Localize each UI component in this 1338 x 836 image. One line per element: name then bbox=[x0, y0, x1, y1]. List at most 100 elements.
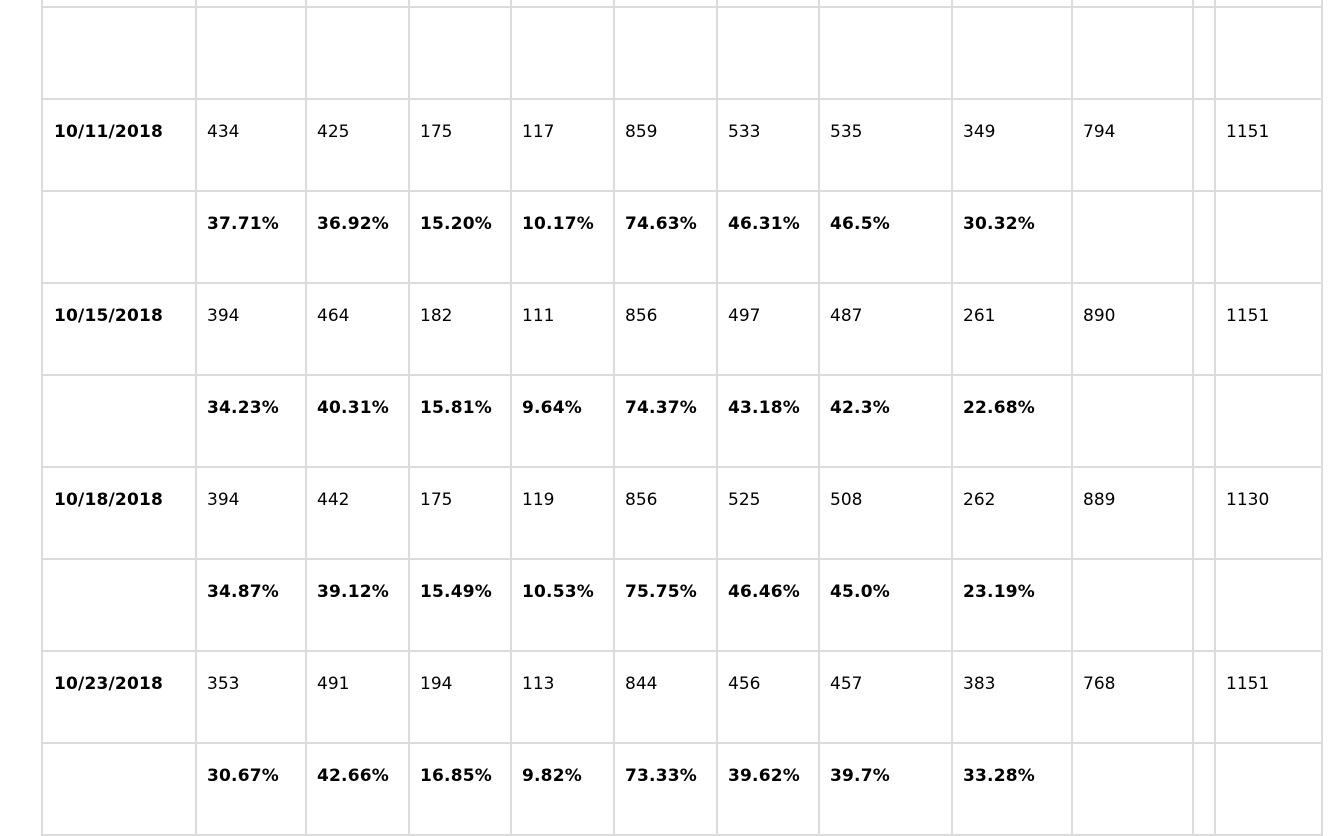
date-cell: 10/11/2018 bbox=[41, 98, 197, 192]
count-value: 175 bbox=[420, 490, 453, 510]
percent-value: 74.37% bbox=[625, 398, 698, 418]
count-value: 889 bbox=[1083, 490, 1116, 510]
count-cell: 890 bbox=[1071, 282, 1194, 376]
percent-value bbox=[963, 9, 1070, 30]
count-cell: 394 bbox=[195, 282, 307, 376]
percent-cell: 22.68% bbox=[951, 374, 1073, 468]
count-cell bbox=[1192, 466, 1216, 560]
empty-cell bbox=[1214, 742, 1323, 836]
count-value: 856 bbox=[625, 490, 658, 510]
percent-value: 42.3% bbox=[830, 398, 890, 418]
table-row-counts: 10/18/2018 394 442 175 119 856 525 508 262 889 113… bbox=[41, 466, 1323, 560]
percent-value: 74.63% bbox=[625, 214, 698, 234]
count-value: 394 bbox=[207, 490, 240, 510]
count-value: 859 bbox=[625, 122, 658, 142]
count-value: 1151 bbox=[1226, 306, 1270, 326]
count-value: 182 bbox=[420, 306, 453, 326]
count-value bbox=[1204, 469, 1213, 490]
count-cell: 856 bbox=[613, 282, 718, 376]
percent-cell: 46.31% bbox=[716, 190, 820, 284]
empty-cell bbox=[1214, 190, 1323, 284]
count-value bbox=[1204, 101, 1213, 122]
percent-value: 36.92% bbox=[317, 214, 390, 234]
table-row-counts: 10/15/2018 394 464 182 111 856 497 487 261 890 115… bbox=[41, 282, 1323, 376]
count-value: 1151 bbox=[1226, 122, 1270, 142]
percent-cell bbox=[818, 6, 953, 100]
percent-cell: 10.17% bbox=[510, 190, 615, 284]
table-row-percents bbox=[41, 6, 1323, 100]
count-cell bbox=[1214, 0, 1323, 8]
percent-cell: 34.23% bbox=[195, 374, 307, 468]
count-cell bbox=[305, 0, 410, 8]
table-row-percents: 34.87% 39.12% 15.49% 10.53% 75.75% 46.46% 45.0… bbox=[41, 558, 1323, 652]
percent-cell bbox=[510, 6, 615, 100]
count-cell: 794 bbox=[1071, 98, 1194, 192]
percent-cell: 23.19% bbox=[951, 558, 1073, 652]
percent-value: 40.31% bbox=[317, 398, 390, 418]
percent-value: 46.5% bbox=[830, 214, 890, 234]
count-cell: 442 bbox=[305, 466, 410, 560]
percent-value: 46.46% bbox=[728, 582, 801, 602]
data-table: 10/11/2018 434 425 175 117 859 533 535 349 794 115… bbox=[41, 0, 1323, 836]
percent-value: 34.87% bbox=[207, 582, 280, 602]
count-cell bbox=[716, 0, 820, 8]
percent-cell: 9.82% bbox=[510, 742, 615, 836]
percent-value bbox=[420, 9, 509, 30]
count-cell bbox=[951, 0, 1073, 8]
percent-cell: 15.20% bbox=[408, 190, 512, 284]
empty-cell bbox=[1192, 374, 1216, 468]
percent-value: 73.33% bbox=[625, 766, 698, 786]
count-value: 491 bbox=[317, 674, 350, 694]
count-value: 175 bbox=[420, 122, 453, 142]
percent-cell: 40.31% bbox=[305, 374, 410, 468]
percent-cell: 46.46% bbox=[716, 558, 820, 652]
count-cell: 859 bbox=[613, 98, 718, 192]
empty-date-cell bbox=[41, 190, 197, 284]
count-value: 111 bbox=[522, 306, 555, 326]
count-value: 535 bbox=[830, 122, 863, 142]
count-cell: 508 bbox=[818, 466, 953, 560]
date-cell: 10/18/2018 bbox=[41, 466, 197, 560]
percent-cell: 33.28% bbox=[951, 742, 1073, 836]
percent-cell: 39.7% bbox=[818, 742, 953, 836]
percent-value: 34.23% bbox=[207, 398, 280, 418]
percent-cell: 30.67% bbox=[195, 742, 307, 836]
count-cell: 464 bbox=[305, 282, 410, 376]
count-cell: 175 bbox=[408, 466, 512, 560]
count-value: 1151 bbox=[1226, 674, 1270, 694]
count-cell: 525 bbox=[716, 466, 820, 560]
percent-cell: 74.63% bbox=[613, 190, 718, 284]
table-row-percents: 30.67% 42.66% 16.85% 9.82% 73.33% 39.62% 39.7%… bbox=[41, 742, 1323, 836]
empty-cell bbox=[1214, 558, 1323, 652]
percent-value: 15.20% bbox=[420, 214, 493, 234]
percent-cell: 30.32% bbox=[951, 190, 1073, 284]
percent-value: 15.49% bbox=[420, 582, 493, 602]
percent-value: 39.62% bbox=[728, 766, 801, 786]
count-value: 353 bbox=[207, 674, 240, 694]
count-cell bbox=[408, 0, 512, 8]
count-value: 533 bbox=[728, 122, 761, 142]
percent-value: 9.82% bbox=[522, 766, 582, 786]
count-cell: 262 bbox=[951, 466, 1073, 560]
count-cell: 1151 bbox=[1214, 282, 1323, 376]
percent-value: 42.66% bbox=[317, 766, 390, 786]
percent-cell bbox=[613, 6, 718, 100]
count-cell bbox=[195, 0, 307, 8]
count-cell: 434 bbox=[195, 98, 307, 192]
percent-cell: 9.64% bbox=[510, 374, 615, 468]
percent-cell: 34.87% bbox=[195, 558, 307, 652]
percent-value: 46.31% bbox=[728, 214, 801, 234]
count-value: 497 bbox=[728, 306, 761, 326]
table-row-percents: 34.23% 40.31% 15.81% 9.64% 74.37% 43.18% 42.3%… bbox=[41, 374, 1323, 468]
date-label: 10/11/2018 bbox=[54, 122, 164, 142]
count-cell bbox=[1192, 650, 1216, 744]
count-value: 794 bbox=[1083, 122, 1116, 142]
count-value: 425 bbox=[317, 122, 350, 142]
count-cell: 113 bbox=[510, 650, 615, 744]
count-cell: 1130 bbox=[1214, 466, 1323, 560]
percent-value: 30.32% bbox=[963, 214, 1036, 234]
count-cell: 497 bbox=[716, 282, 820, 376]
count-cell bbox=[510, 0, 615, 8]
count-value: 262 bbox=[963, 490, 996, 510]
empty-cell bbox=[1192, 558, 1216, 652]
